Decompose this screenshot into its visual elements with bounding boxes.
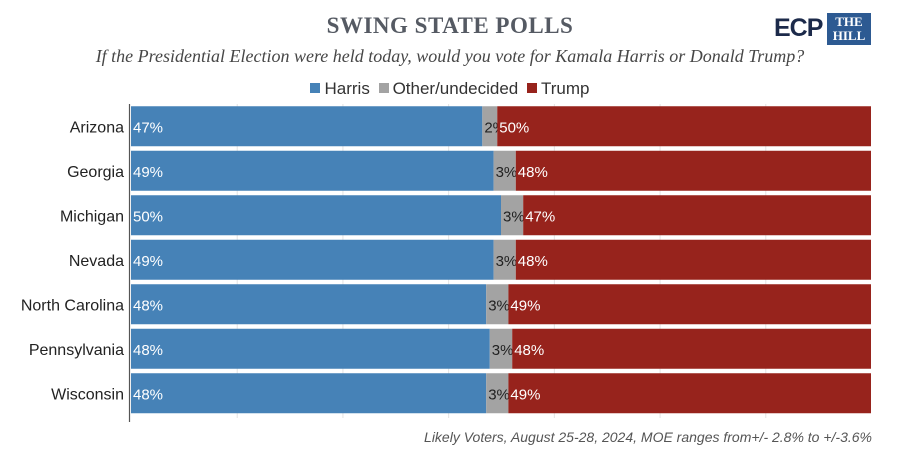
data-label-trump: 47% <box>525 208 555 225</box>
data-label-harris: 47% <box>133 119 163 136</box>
data-label-harris: 48% <box>133 297 163 314</box>
bar-segment-other <box>482 106 498 147</box>
bar-segment-harris <box>131 328 490 369</box>
data-label-harris: 48% <box>133 342 163 359</box>
bar-segment-harris <box>131 373 487 414</box>
bar-segment-trump <box>508 373 871 414</box>
data-label-trump: 49% <box>510 297 540 314</box>
bar-segment-other <box>501 195 524 236</box>
category-label: Georgia <box>67 164 124 181</box>
category-label: Nevada <box>69 253 124 270</box>
legend-label-harris: Harris <box>324 79 370 98</box>
chart-title: SWING STATE POLLS <box>326 13 574 38</box>
data-label-harris: 50% <box>133 208 163 225</box>
category-label: Michigan <box>60 208 124 225</box>
chart-legend: Harris Other/undecided Trump <box>0 79 900 99</box>
bar-segment-trump <box>515 239 871 280</box>
legend-item-harris: Harris <box>310 79 370 99</box>
data-label-trump: 48% <box>518 253 548 270</box>
bar-segment-trump <box>523 195 871 236</box>
bar-segment-other <box>486 284 509 325</box>
bar-segment-harris <box>131 284 487 325</box>
bar-segment-trump <box>497 106 871 147</box>
category-label: North Carolina <box>21 297 124 314</box>
category-label: Pennsylvania <box>29 342 124 359</box>
data-label-other: 3% <box>496 253 518 270</box>
bar-segment-other <box>493 150 516 191</box>
data-label-trump: 49% <box>510 386 540 403</box>
the-hill-logo: THE HILL <box>827 13 871 45</box>
bar-segment-harris <box>131 239 494 280</box>
legend-label-other: Other/undecided <box>392 79 519 98</box>
category-label: Arizona <box>70 119 124 136</box>
data-label-trump: 50% <box>499 119 529 136</box>
bar-segment-trump <box>512 328 871 369</box>
legend-swatch-trump <box>527 83 537 93</box>
legend-swatch-harris <box>310 83 321 93</box>
bar-segment-harris <box>131 150 494 191</box>
bar-segment-other <box>486 373 509 414</box>
bar-segment-harris <box>131 195 501 236</box>
data-label-other: 3% <box>496 164 518 181</box>
chart-subtitle: If the Presidential Election were held t… <box>95 46 805 66</box>
data-label-other: 3% <box>488 386 510 403</box>
data-label-trump: 48% <box>514 342 544 359</box>
data-label-trump: 48% <box>518 164 548 181</box>
data-label-harris: 49% <box>133 253 163 270</box>
data-label-other: 3% <box>492 342 514 359</box>
category-label: Wisconsin <box>51 386 124 403</box>
bar-segment-harris <box>131 106 483 147</box>
legend-item-trump: Trump <box>527 79 590 99</box>
legend-item-other: Other/undecided <box>378 79 519 99</box>
legend-label-trump: Trump <box>541 79 590 98</box>
bar-segment-trump <box>515 150 871 191</box>
bar-segment-other <box>493 239 516 280</box>
data-label-other: 3% <box>488 297 510 314</box>
footnote: Likely Voters, August 25-28, 2024, MOE r… <box>424 429 872 445</box>
legend-swatch-other <box>378 83 389 93</box>
data-label-harris: 49% <box>133 164 163 181</box>
data-label-harris: 48% <box>133 386 163 403</box>
bar-segment-other <box>489 328 513 369</box>
bar-segment-trump <box>508 284 871 325</box>
ecp-logo: ECP <box>774 14 823 42</box>
data-label-other: 3% <box>503 208 525 225</box>
